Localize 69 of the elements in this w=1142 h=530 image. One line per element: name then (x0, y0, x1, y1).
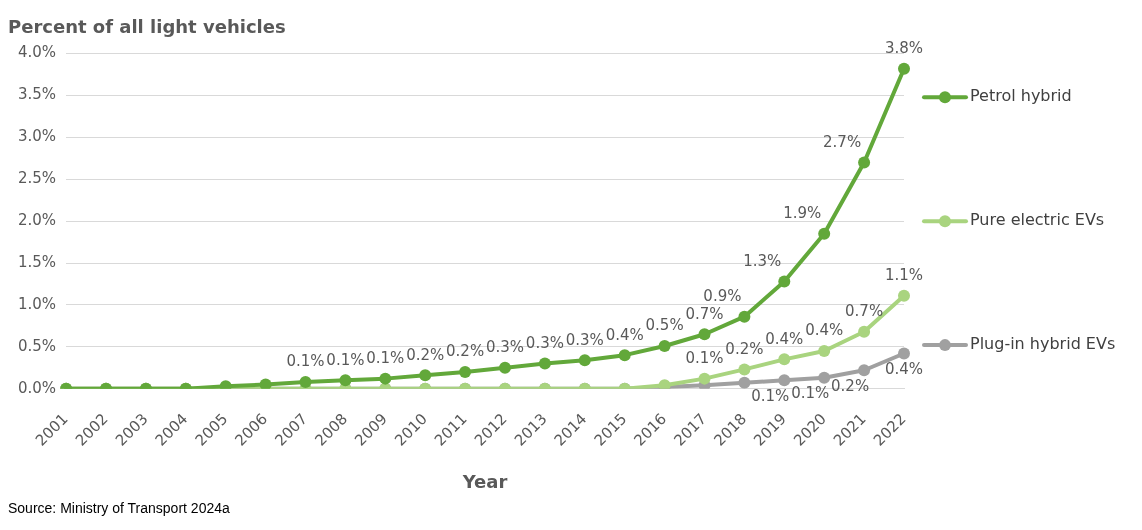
y-tick-label: 2.0% (18, 211, 57, 230)
data-label: 0.2% (406, 345, 445, 364)
point (578, 354, 591, 367)
point (738, 310, 751, 323)
data-label: 0.9% (703, 287, 742, 306)
data-label: 0.4% (765, 329, 804, 348)
data-label: 0.4% (805, 321, 844, 340)
point (818, 344, 831, 357)
point (898, 347, 910, 360)
point (658, 339, 671, 352)
point (738, 376, 751, 389)
data-label: 0.1% (685, 349, 724, 368)
point (858, 156, 871, 169)
y-tick-label: 0.0% (18, 378, 57, 397)
legend-label: Pure electric EVs (970, 210, 1105, 230)
y-tick-label: 3.5% (18, 85, 57, 104)
point (299, 375, 312, 388)
point (858, 325, 871, 338)
point (419, 369, 432, 382)
point (858, 364, 871, 377)
point (818, 371, 831, 384)
data-label: 0.3% (525, 333, 564, 352)
x-axis-title: Year (461, 470, 508, 492)
data-label: 0.3% (485, 338, 525, 357)
y-tick-label: 2.5% (18, 169, 57, 188)
data-label: 0.1% (286, 352, 325, 371)
point (618, 349, 631, 362)
point (379, 372, 392, 385)
y-tick-label: 1.0% (18, 294, 57, 313)
point (339, 374, 352, 387)
source-note: Source: Ministry of Transport 2024a (8, 500, 231, 516)
point (259, 378, 272, 389)
data-label: 2.7% (823, 132, 862, 151)
point (818, 227, 831, 240)
data-label: 1.9% (783, 204, 822, 223)
data-label: 0.1% (751, 386, 790, 405)
data-label: 0.2% (446, 342, 485, 361)
data-label: 0.4% (884, 359, 924, 378)
point (499, 361, 511, 374)
data-label: 0.3% (565, 330, 604, 349)
chart-title: Percent of all light vehicles (8, 16, 286, 38)
data-label: 0.5% (645, 316, 684, 335)
point (738, 363, 751, 376)
data-label: 0.1% (791, 384, 830, 403)
data-label: 0.7% (845, 302, 884, 321)
y-tick-label: 4.0% (18, 43, 57, 62)
point (698, 328, 711, 341)
data-label: 0.1% (326, 350, 365, 369)
point (459, 365, 472, 378)
y-tick-label: 3.0% (18, 127, 57, 146)
data-label: 0.7% (685, 304, 724, 323)
point (778, 374, 791, 387)
legend-label: Petrol hybrid (970, 86, 1072, 106)
data-label: 3.8% (884, 39, 924, 58)
data-label: 0.1% (366, 349, 405, 368)
point (898, 289, 910, 302)
point (778, 275, 791, 288)
data-label: 0.4% (605, 325, 644, 344)
point (778, 353, 791, 366)
y-tick-label: 1.5% (18, 252, 57, 271)
point (538, 357, 551, 370)
data-label: 1.3% (743, 251, 782, 270)
legend-label: Plug-in hybrid EVs (970, 334, 1116, 354)
y-tick-label: 0.5% (18, 336, 57, 355)
point (898, 62, 910, 75)
data-label: 0.2% (725, 339, 764, 358)
data-label: 1.1% (884, 266, 924, 285)
data-label: 0.2% (831, 376, 870, 395)
point (698, 372, 711, 385)
